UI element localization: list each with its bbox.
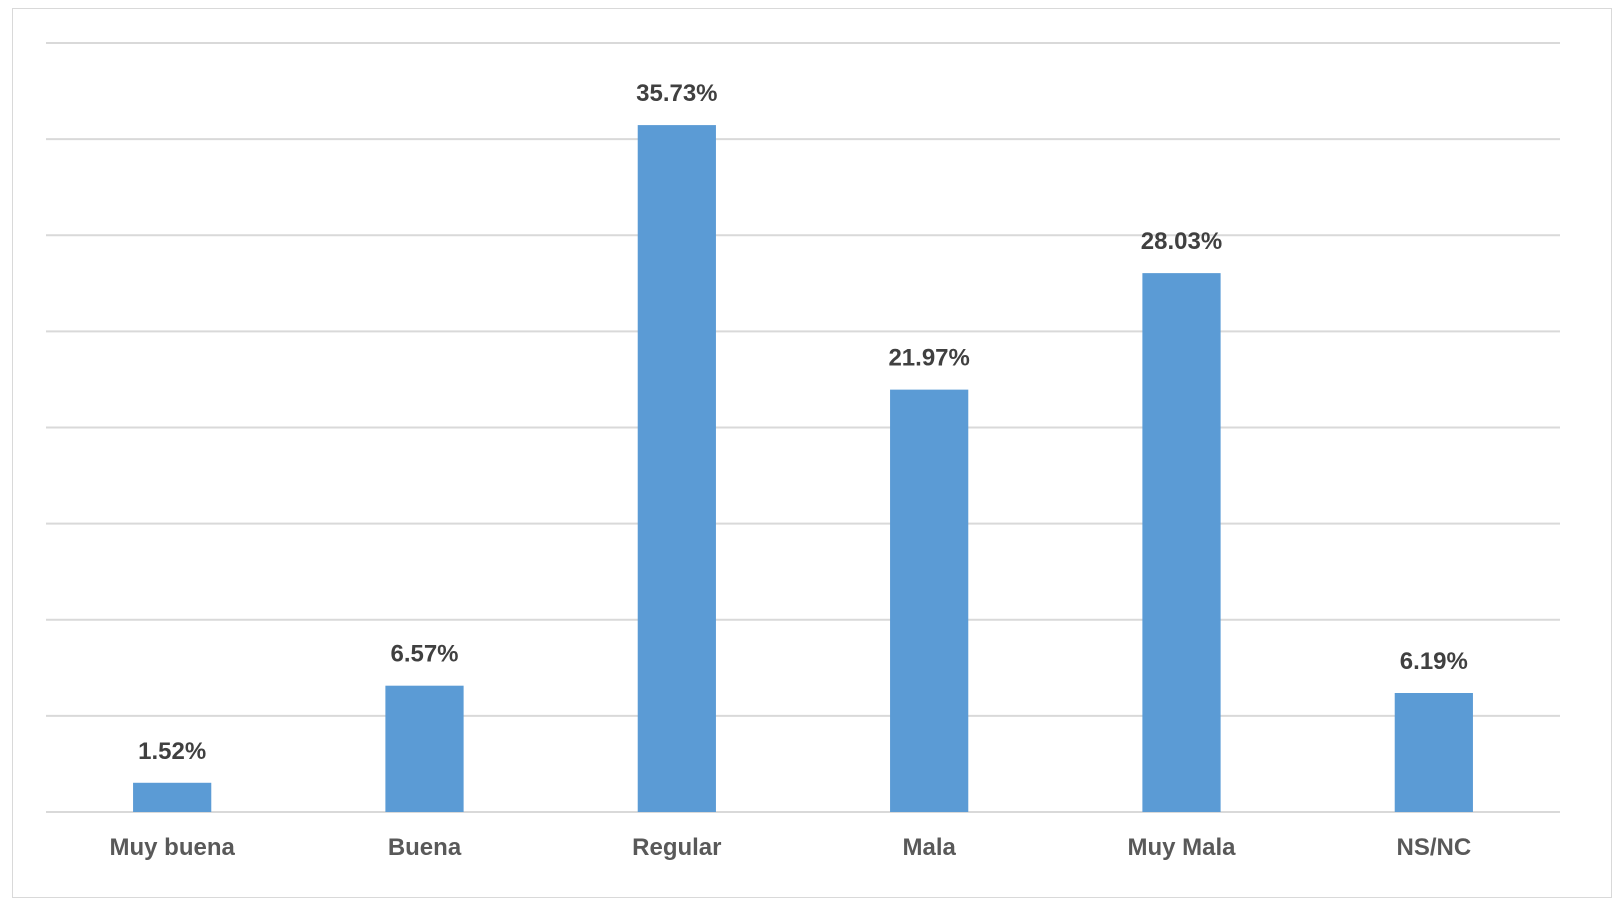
x-axis-tick-labels: Muy buena Buena Regular Mala Muy Mala NS/NC: [109, 834, 1471, 861]
x-tick-label: Buena: [388, 834, 462, 861]
bar: [637, 125, 716, 812]
bar: [1394, 692, 1473, 812]
x-tick-label: NS/NC: [1396, 834, 1471, 861]
chart-frame: [12, 8, 1612, 898]
data-label: 6.19%: [1400, 648, 1468, 675]
data-label: 21.97%: [888, 345, 969, 372]
gridlines: [46, 42, 1560, 813]
data-labels: 1.52% 6.57% 35.73% 21.97% 28.03% 6.19%: [138, 80, 1468, 765]
bar: [133, 782, 212, 812]
data-label: 1.52%: [138, 738, 206, 765]
bars: [133, 125, 1473, 812]
x-tick-label: Mala: [902, 834, 956, 861]
x-tick-label: Muy buena: [109, 834, 235, 861]
bar: [1142, 273, 1221, 812]
bar: [890, 389, 969, 812]
data-label: 6.57%: [390, 641, 458, 668]
data-label: 28.03%: [1141, 228, 1222, 255]
x-tick-label: Regular: [632, 834, 721, 861]
data-label: 35.73%: [636, 80, 717, 107]
x-tick-label: Muy Mala: [1127, 834, 1236, 861]
bar: [385, 685, 464, 812]
